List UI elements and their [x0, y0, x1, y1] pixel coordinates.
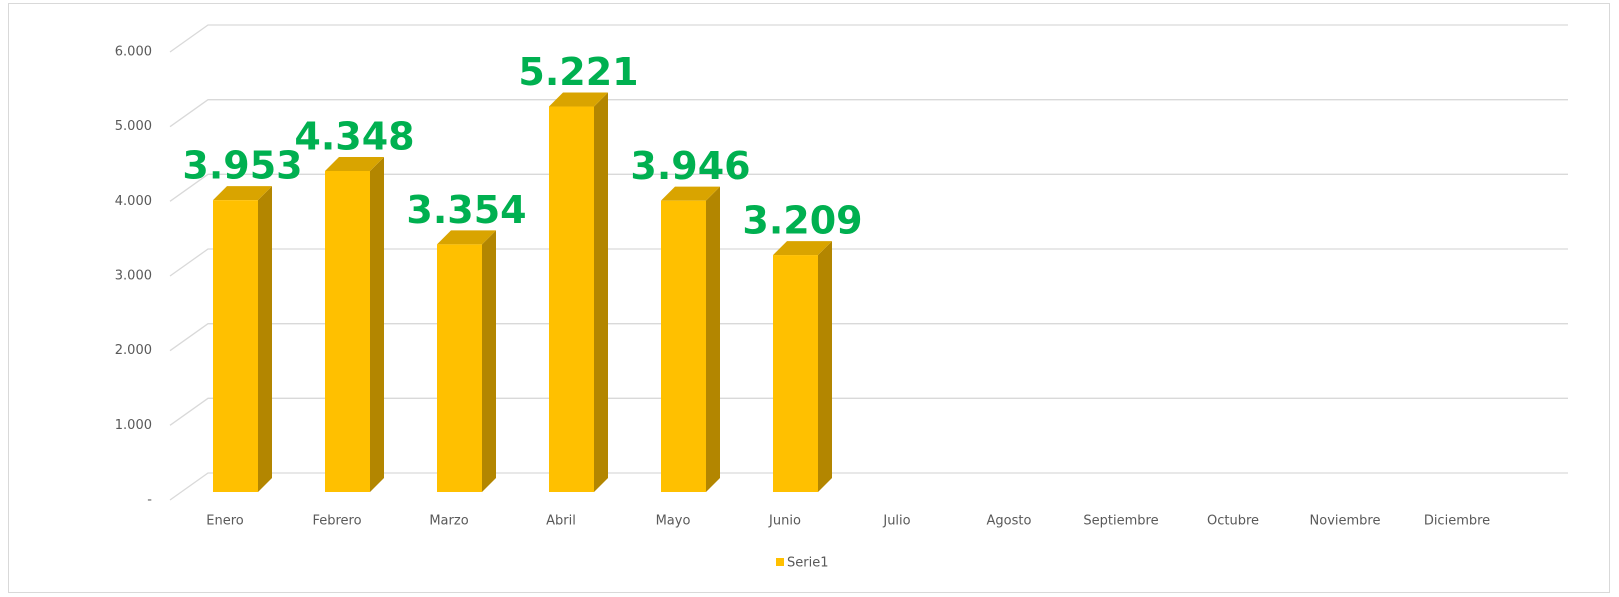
grid-line: [169, 24, 1568, 53]
bar-side: [594, 92, 608, 492]
y-tick-label: 3.000: [115, 269, 152, 284]
bar: [773, 255, 818, 492]
value-label: 3.946: [630, 144, 750, 188]
value-label: 4.348: [294, 114, 414, 158]
grid-line: [169, 397, 1568, 426]
legend-swatch: [776, 558, 784, 566]
bar-side: [258, 186, 272, 492]
grid-line: [169, 323, 1568, 352]
grid-line: [169, 99, 1568, 128]
y-tick-label: 2.000: [115, 343, 152, 358]
x-tick-label: Abril: [546, 514, 576, 529]
grid-line: [169, 472, 1568, 501]
bar: [661, 200, 706, 492]
x-tick-label: Noviembre: [1310, 514, 1381, 529]
bar-top: [437, 230, 496, 245]
bar-side: [706, 186, 720, 492]
bar-top: [325, 156, 384, 171]
bar: [213, 200, 258, 492]
x-tick-label: Septiembre: [1083, 514, 1158, 529]
bar-top: [213, 186, 272, 201]
value-label: 3.354: [406, 188, 526, 232]
bar-top: [549, 92, 608, 107]
x-tick-label: Marzo: [429, 514, 468, 529]
legend-label: Serie1: [787, 556, 828, 571]
y-tick-label: 1.000: [115, 418, 152, 433]
x-tick-label: Febrero: [312, 514, 361, 529]
y-tick-label: 6.000: [115, 45, 152, 60]
bar: [437, 244, 482, 492]
x-tick-label: Junio: [768, 514, 801, 529]
y-tick-label: -: [147, 493, 152, 508]
value-label: 3.209: [742, 199, 862, 243]
y-tick-label: 4.000: [115, 194, 152, 209]
x-tick-label: Mayo: [656, 514, 691, 529]
bar: [549, 106, 594, 492]
x-tick-label: Julio: [882, 514, 910, 529]
bar-top: [661, 186, 720, 201]
bar-top: [773, 241, 832, 256]
x-tick-label: Enero: [206, 514, 244, 529]
x-tick-label: Diciembre: [1424, 514, 1490, 529]
x-tick-label: Agosto: [987, 514, 1032, 529]
grid-line: [169, 173, 1568, 202]
x-tick-label: Octubre: [1207, 514, 1259, 529]
value-label: 3.953: [182, 144, 302, 188]
value-label: 5.221: [518, 50, 638, 94]
bar: [325, 170, 370, 493]
bar-side: [370, 156, 384, 493]
grid-line: [169, 248, 1568, 277]
y-tick-label: 5.000: [115, 119, 152, 134]
bar-side: [482, 230, 496, 492]
bar-side: [818, 241, 832, 492]
